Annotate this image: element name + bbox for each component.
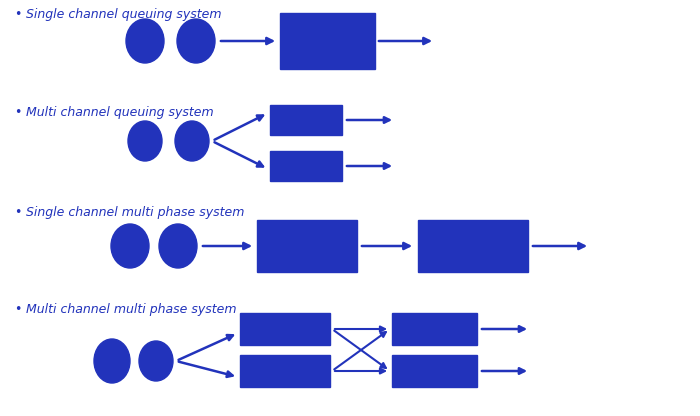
Text: Single channel multi phase system: Single channel multi phase system — [26, 206, 244, 219]
Bar — [392, 313, 477, 345]
Text: •: • — [14, 206, 22, 219]
Bar — [418, 220, 528, 272]
Text: Multi channel queuing system: Multi channel queuing system — [26, 106, 214, 119]
Ellipse shape — [128, 121, 162, 161]
Text: •: • — [14, 8, 22, 21]
Bar — [240, 313, 330, 345]
Ellipse shape — [139, 341, 173, 381]
Text: Multi channel multi phase system: Multi channel multi phase system — [26, 303, 237, 316]
Bar — [240, 355, 330, 387]
Ellipse shape — [126, 19, 164, 63]
Text: •: • — [14, 303, 22, 316]
Text: •: • — [14, 106, 22, 119]
Ellipse shape — [94, 339, 130, 383]
Bar — [270, 105, 342, 135]
Ellipse shape — [177, 19, 215, 63]
Ellipse shape — [111, 224, 149, 268]
Bar — [270, 151, 342, 181]
Bar — [280, 13, 375, 69]
Text: Single channel queuing system: Single channel queuing system — [26, 8, 221, 21]
Bar — [392, 355, 477, 387]
Ellipse shape — [175, 121, 209, 161]
Bar — [257, 220, 357, 272]
Ellipse shape — [159, 224, 197, 268]
